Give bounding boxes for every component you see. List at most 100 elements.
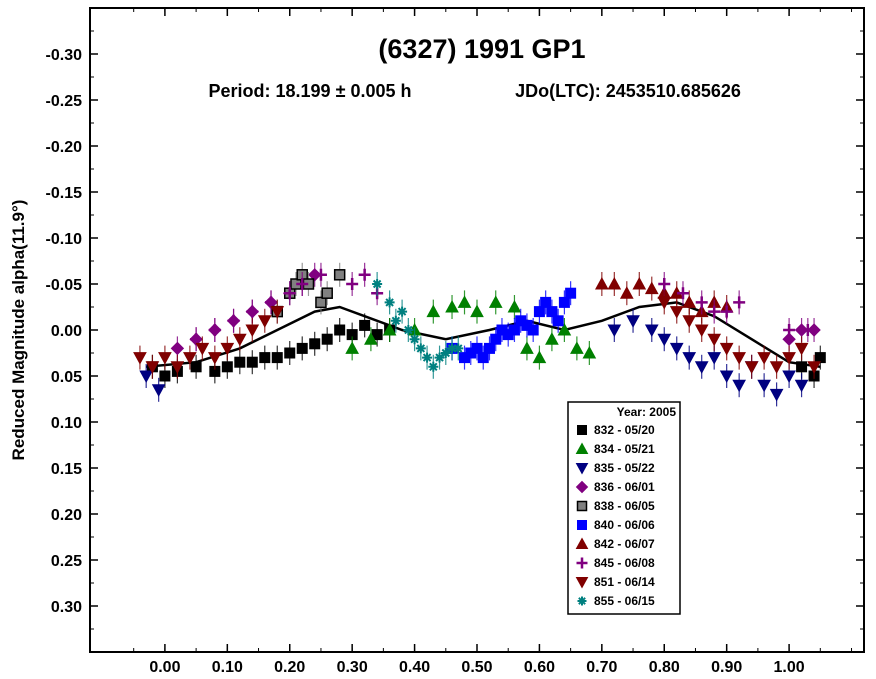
data-point (644, 281, 659, 295)
data-point (159, 370, 171, 382)
data-point (594, 276, 609, 290)
legend-entry: 840 - 06/06 (594, 518, 655, 532)
x-tick-label: 0.60 (524, 659, 555, 676)
data-point (372, 279, 383, 289)
chart-subtitle-period: Period: 18.199 ± 0.005 h (209, 81, 412, 101)
data-point (208, 324, 221, 336)
data-point (384, 297, 395, 308)
legend-entry: 834 - 05/21 (594, 442, 655, 456)
data-point (644, 324, 659, 338)
data-point (794, 342, 809, 356)
data-point (397, 306, 408, 317)
y-tick-label: 0.15 (51, 461, 82, 478)
chart-subtitle-epoch: JDo(LTC): 2453510.685626 (515, 81, 741, 101)
legend-entry: 845 - 06/08 (594, 556, 655, 570)
data-point (259, 352, 271, 364)
data-point (284, 347, 296, 359)
data-point (582, 345, 597, 359)
data-point (769, 361, 784, 374)
data-point (533, 306, 545, 318)
data-point (139, 370, 154, 384)
data-point (682, 352, 697, 365)
x-tick-label: 0.90 (711, 659, 742, 676)
legend-marker (575, 577, 589, 589)
data-point (409, 334, 420, 345)
data-point (527, 324, 539, 336)
data-point (552, 315, 564, 327)
legend-entry: 832 - 05/20 (594, 423, 655, 437)
legend-marker (575, 463, 589, 475)
y-tick-label: -0.05 (46, 277, 83, 294)
data-point (508, 324, 520, 336)
data-point (315, 296, 327, 309)
data-point (207, 352, 222, 365)
legend-marker (577, 425, 587, 435)
data-point (170, 361, 185, 374)
data-point (453, 343, 464, 354)
legend-entry: 836 - 06/01 (594, 480, 655, 494)
data-point (682, 295, 697, 308)
data-point (145, 361, 160, 374)
data-point (607, 324, 622, 338)
legend-entry: 835 - 05/22 (594, 461, 655, 475)
data-point (769, 388, 784, 402)
data-point (694, 361, 709, 374)
data-point (707, 352, 722, 365)
y-tick-label: 0.05 (51, 369, 82, 386)
y-tick-label: 0.00 (51, 323, 82, 340)
data-point (682, 315, 697, 328)
data-point (234, 356, 246, 368)
data-point (732, 352, 747, 365)
data-point (308, 268, 322, 282)
data-point (445, 299, 459, 313)
y-tick-label: 0.30 (51, 599, 82, 616)
x-tick-label: 0.50 (461, 659, 492, 676)
data-point (321, 287, 333, 299)
data-point (669, 306, 684, 319)
data-point (390, 315, 401, 326)
data-point (477, 352, 489, 364)
data-point (796, 361, 808, 373)
data-point (434, 352, 445, 363)
data-point (470, 304, 484, 318)
data-point (283, 287, 296, 300)
y-tick-label: 0.10 (51, 415, 82, 432)
data-point (801, 324, 814, 336)
data-point (490, 333, 502, 345)
y-tick-label: -0.10 (46, 231, 83, 248)
data-point (807, 361, 821, 374)
data-point (358, 268, 371, 281)
data-point (133, 352, 147, 365)
data-point (382, 322, 397, 336)
data-point (195, 342, 210, 356)
data-point (359, 319, 371, 331)
data-point (220, 342, 235, 356)
data-point (707, 333, 722, 347)
data-point (190, 361, 202, 373)
y-tick-label: 0.20 (51, 507, 82, 524)
data-points (133, 262, 826, 407)
data-point (428, 361, 439, 372)
legend: Year: 2005 832 - 05/20 834 - 05/21 835 - 05… (567, 401, 681, 615)
x-tick-label: 0.80 (649, 659, 680, 676)
data-point (296, 342, 308, 354)
data-point (488, 295, 503, 308)
data-point (471, 342, 483, 354)
x-tick-label: 0.40 (399, 659, 430, 676)
data-point (733, 296, 746, 309)
y-tick-label: -0.15 (46, 185, 83, 202)
legend-marker (576, 557, 588, 569)
data-point (794, 323, 809, 337)
y-tick-label: -0.30 (46, 47, 83, 64)
x-tick-label: 1.00 (774, 659, 805, 676)
data-point (732, 379, 747, 393)
legend-marker (576, 500, 588, 512)
x-tick-label: 0.00 (149, 659, 180, 676)
y-axis-label: Reduced Magnitude alpha(11.9°) (9, 200, 28, 461)
data-point (794, 379, 809, 393)
data-point (632, 276, 647, 290)
data-point (183, 352, 197, 365)
legend-marker (575, 480, 589, 494)
data-point (607, 276, 622, 290)
